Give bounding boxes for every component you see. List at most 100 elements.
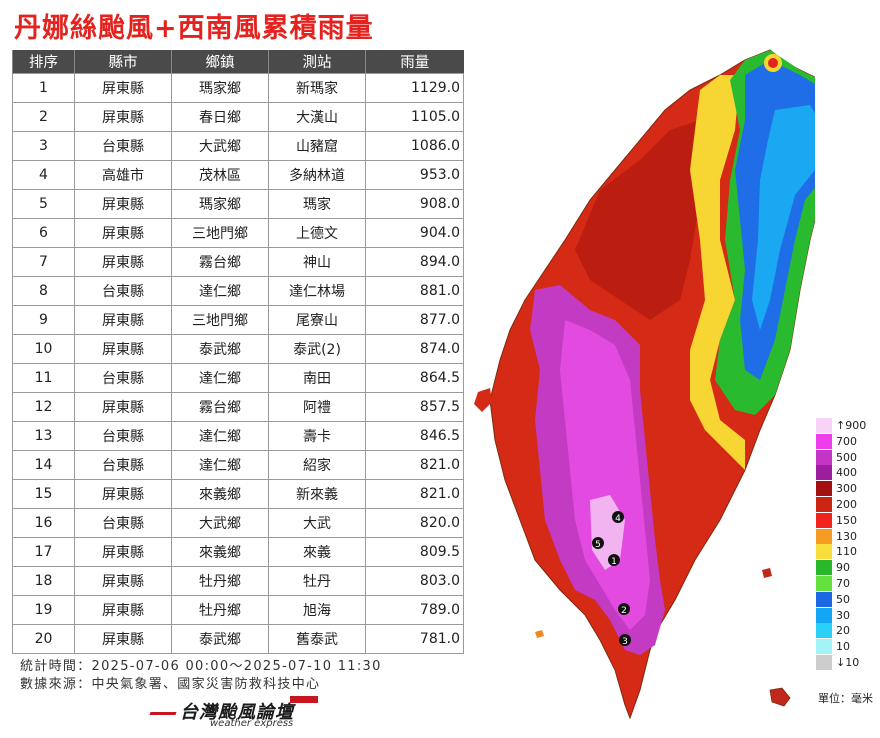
station-cell: 阿禮 [268, 392, 366, 422]
rank-cell: 19 [12, 595, 75, 625]
rank-cell: 10 [12, 334, 75, 364]
station-cell: 上德文 [268, 218, 366, 248]
legend-label: ↑900 [836, 419, 867, 432]
station-cell: 達仁林場 [268, 276, 366, 306]
legend-swatch [816, 576, 832, 591]
header-township: 鄉鎮 [171, 50, 269, 74]
county-cell: 屏東縣 [74, 102, 172, 132]
rank-cell: 4 [12, 160, 75, 190]
table-row: 19 屏東縣 牡丹鄉 旭海 789.0 [12, 595, 464, 625]
station-cell: 旭海 [268, 595, 366, 625]
table-row: 17 屏東縣 來義鄉 來義 809.5 [12, 537, 464, 567]
legend-label: 700 [836, 434, 857, 448]
rainfall-cell: 821.0 [365, 450, 464, 480]
township-cell: 瑪家鄉 [171, 189, 269, 219]
county-cell: 台東縣 [74, 131, 172, 161]
legend-item: 30 [816, 607, 880, 623]
rank-cell: 5 [12, 189, 75, 219]
township-cell: 瑪家鄉 [171, 73, 269, 103]
table-row: 15 屏東縣 來義鄉 新來義 821.0 [12, 479, 464, 509]
township-cell: 達仁鄉 [171, 363, 269, 393]
legend-label: 130 [836, 529, 857, 543]
rank-cell: 17 [12, 537, 75, 567]
rainfall-cell: 821.0 [365, 479, 464, 509]
rank-cell: 2 [12, 102, 75, 132]
rainfall-cell: 1129.0 [365, 73, 464, 103]
legend-swatch [816, 418, 832, 433]
station-cell: 來義 [268, 537, 366, 567]
legend-item: 70 [816, 576, 880, 591]
county-cell: 屏東縣 [74, 305, 172, 335]
rainfall-map: 4 5 1 2 3 [474, 49, 815, 720]
map-marker-4: 4 [612, 511, 624, 524]
svg-text:3: 3 [622, 637, 628, 647]
rank-cell: 11 [12, 363, 75, 393]
svg-text:4: 4 [615, 514, 621, 524]
county-cell: 屏東縣 [74, 334, 172, 364]
legend-label: ↓10 [836, 656, 860, 669]
rank-cell: 8 [12, 276, 75, 306]
table-row: 13 台東縣 達仁鄉 壽卡 846.5 [12, 421, 464, 451]
table-row: 11 台東縣 達仁鄉 南田 864.5 [12, 363, 464, 393]
legend-label: 70 [836, 577, 850, 590]
county-cell: 高雄市 [74, 160, 172, 190]
station-cell: 大漢山 [268, 102, 366, 132]
table-row: 6 屏東縣 三地門鄉 上德文 904.0 [12, 218, 464, 248]
station-cell: 紹家 [268, 450, 366, 480]
table-row: 8 台東縣 達仁鄉 達仁林場 881.0 [12, 276, 464, 306]
rainfall-cell: 904.0 [365, 218, 464, 248]
legend-label: 20 [836, 624, 850, 638]
township-cell: 大武鄉 [171, 131, 269, 161]
township-cell: 泰武鄉 [171, 334, 269, 364]
county-cell: 屏東縣 [74, 189, 172, 219]
legend-item: 200 [816, 497, 880, 512]
county-cell: 屏東縣 [74, 624, 172, 654]
rank-cell: 12 [12, 392, 75, 422]
legend-swatch [816, 528, 832, 544]
legend-item: ↑900 [816, 418, 880, 433]
table-row: 4 高雄市 茂林區 多納林道 953.0 [12, 160, 464, 190]
county-cell: 屏東縣 [74, 392, 172, 422]
table-row: 14 台東縣 達仁鄉 紹家 821.0 [12, 450, 464, 480]
township-cell: 大武鄉 [171, 508, 269, 538]
map-marker-1: 1 [608, 554, 620, 567]
legend-item: 10 [816, 639, 880, 655]
station-cell: 南田 [268, 363, 366, 393]
legend-item: 300 [816, 481, 880, 497]
legend-swatch [816, 623, 832, 639]
rainfall-cell: 789.0 [365, 595, 464, 625]
legend-item: 90 [816, 560, 880, 576]
legend-item: 110 [816, 544, 880, 560]
township-cell: 牡丹鄉 [171, 566, 269, 596]
svg-text:1: 1 [611, 557, 617, 567]
township-cell: 達仁鄉 [171, 450, 269, 480]
rainfall-cell: 874.0 [365, 334, 464, 364]
station-cell: 牡丹 [268, 566, 366, 596]
svg-text:5: 5 [595, 540, 601, 550]
legend-swatch [816, 465, 832, 481]
rank-cell: 7 [12, 247, 75, 277]
stats-time: 統計時間：2025-07-06 00:00～2025-07-10 11:30 [20, 659, 382, 674]
county-cell: 台東縣 [74, 276, 172, 306]
legend-item: 130 [816, 528, 880, 544]
svg-text:2: 2 [621, 606, 627, 616]
table-row: 2 屏東縣 春日鄉 大漢山 1105.0 [12, 102, 464, 132]
legend-label: 10 [836, 640, 850, 654]
legend-item: ↓10 [816, 655, 880, 670]
rank-cell: 13 [12, 421, 75, 451]
rank-cell: 18 [12, 566, 75, 596]
table-row: 7 屏東縣 霧台鄉 神山 894.0 [12, 247, 464, 277]
rainfall-cell: 781.0 [365, 624, 464, 654]
legend-label: 300 [836, 482, 857, 496]
rank-cell: 1 [12, 73, 75, 103]
station-cell: 瑪家 [268, 189, 366, 219]
station-cell: 神山 [268, 247, 366, 277]
rainfall-cell: 857.5 [365, 392, 464, 422]
legend-label: 500 [836, 450, 857, 464]
county-cell: 屏東縣 [74, 247, 172, 277]
county-cell: 台東縣 [74, 450, 172, 480]
header-rainfall: 雨量 [365, 50, 464, 74]
legend-item: 20 [816, 623, 880, 639]
rainfall-cell: 881.0 [365, 276, 464, 306]
legend-swatch [816, 512, 832, 528]
